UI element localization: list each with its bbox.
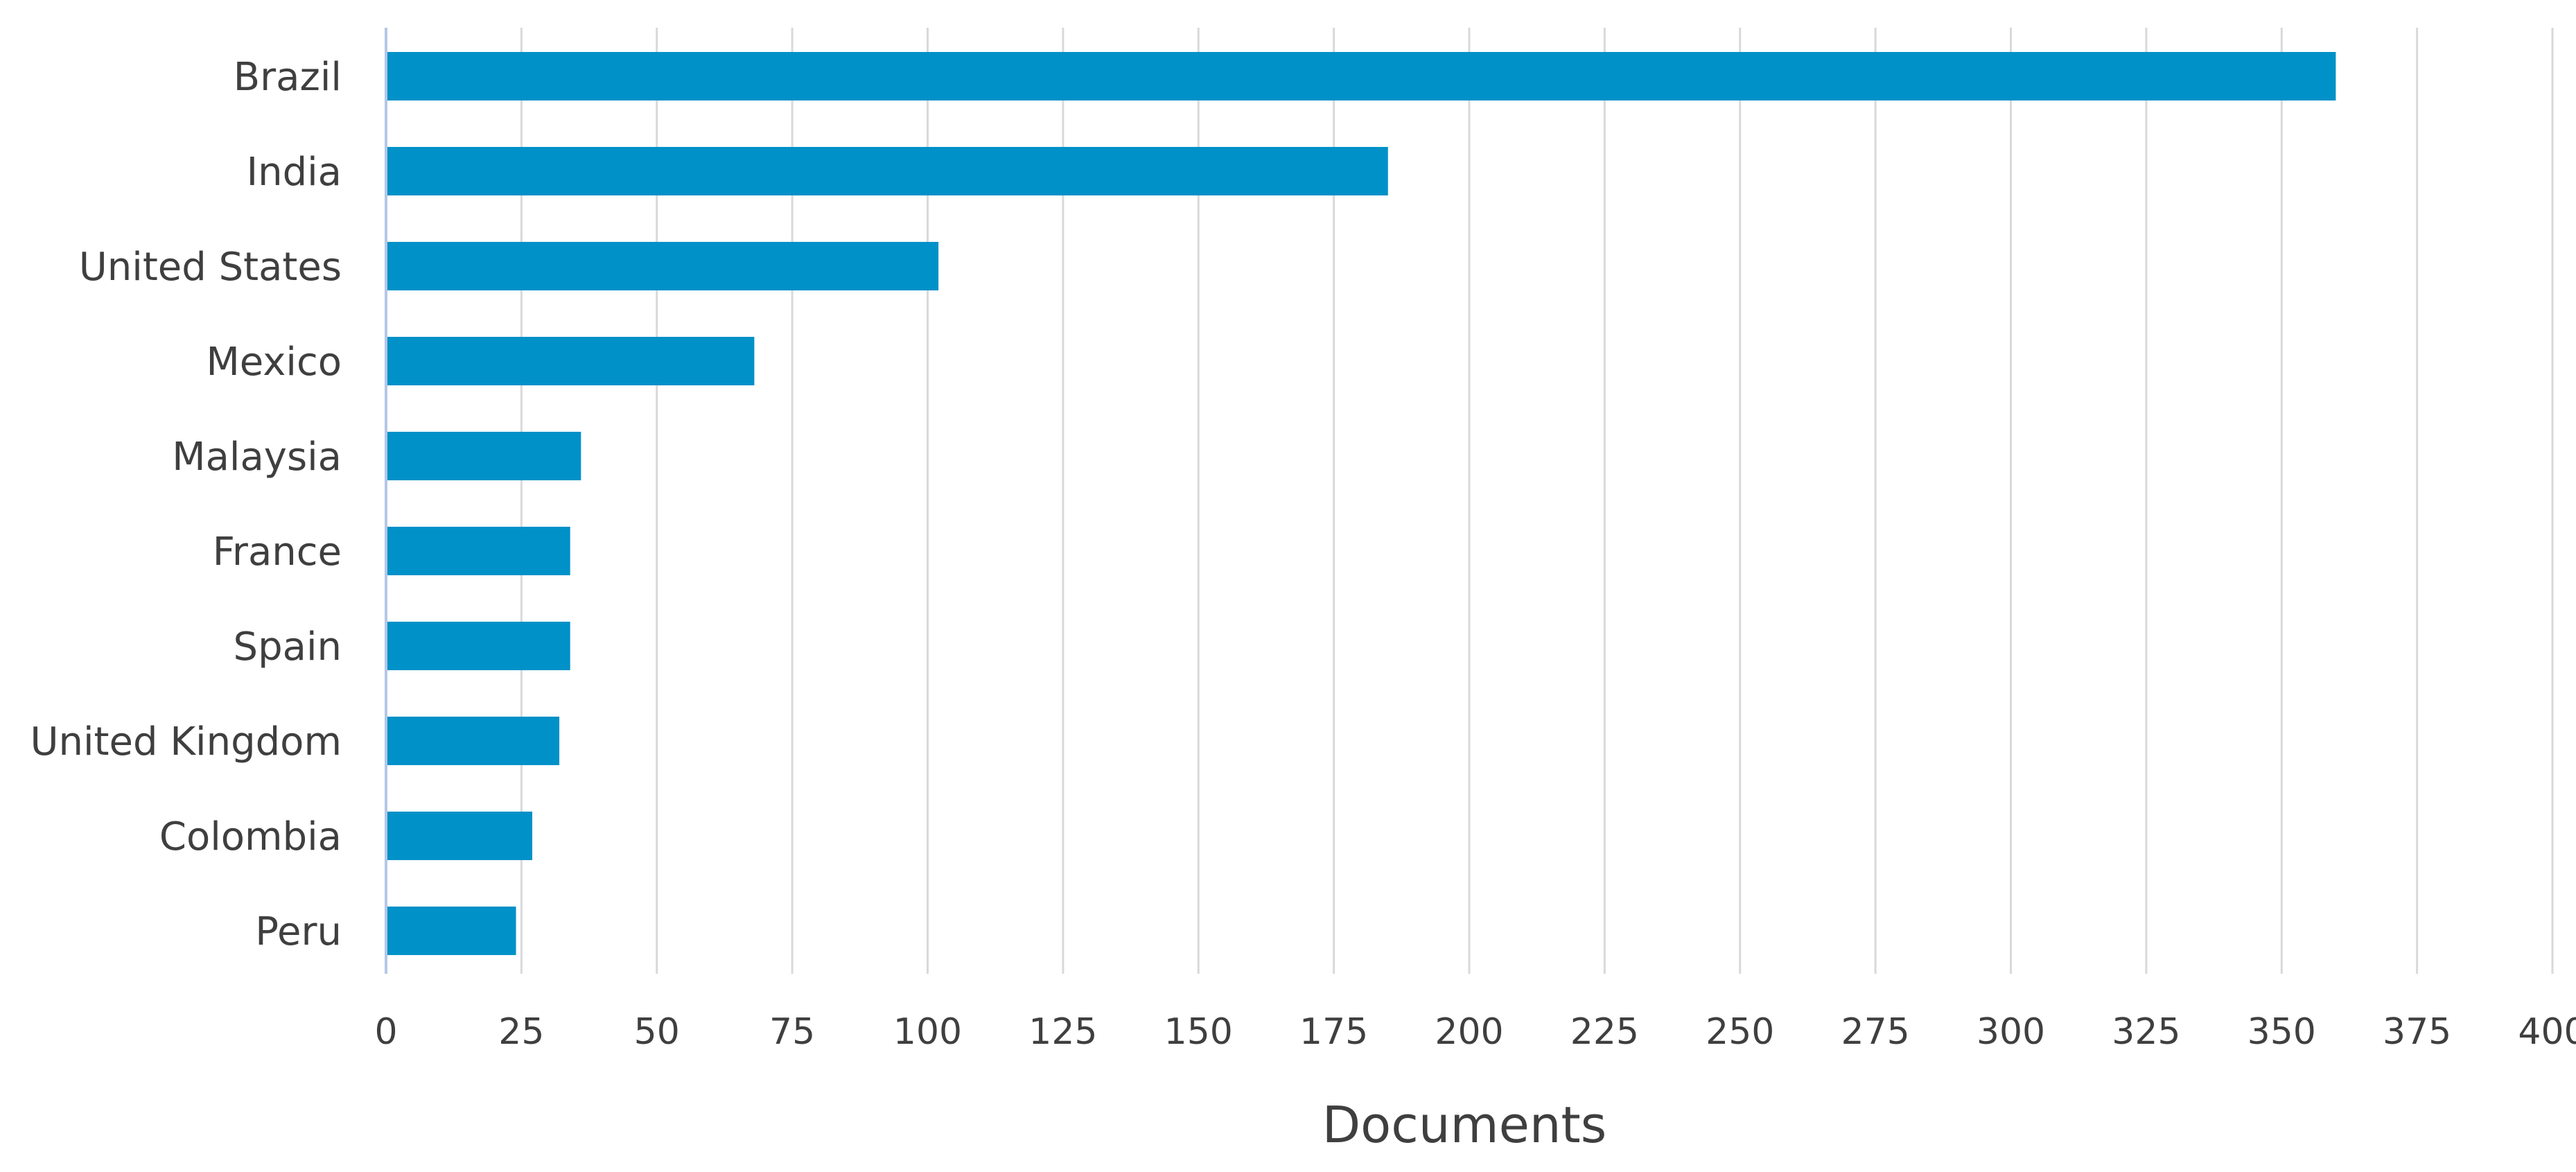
- category-label: Peru: [255, 909, 342, 954]
- x-tick-label: 350: [2248, 1011, 2316, 1053]
- x-tick-label: 275: [1841, 1011, 1909, 1053]
- bar-france: [386, 527, 570, 575]
- x-tick-label: 150: [1164, 1011, 1233, 1053]
- x-axis-title: Documents: [1322, 1096, 1607, 1154]
- bar-malaysia: [386, 432, 581, 480]
- category-label: United Kingdom: [30, 719, 342, 764]
- category-label: Colombia: [159, 814, 342, 859]
- x-tick-label: 300: [1977, 1011, 2045, 1053]
- bar-india: [386, 147, 1388, 195]
- x-tick-label: 200: [1435, 1011, 1503, 1053]
- category-label: Brazil: [234, 55, 342, 100]
- bar-peru: [386, 907, 516, 955]
- x-tick-label: 100: [893, 1011, 962, 1053]
- category-label: Spain: [234, 624, 342, 670]
- bar-mexico: [386, 337, 755, 385]
- bar-brazil: [386, 52, 2336, 100]
- x-tick-label: 25: [498, 1011, 544, 1053]
- category-label: France: [213, 530, 342, 575]
- x-tick-label: 400: [2518, 1011, 2576, 1053]
- category-labels: Brazil India United States Mexico Malaysia Fr…: [30, 55, 342, 954]
- bar-colombia: [386, 812, 533, 860]
- bar-united-kingdom: [386, 717, 560, 765]
- category-label: Mexico: [206, 340, 342, 385]
- x-tick-labels: 0 25 50 75 100 125 150 175 200 225 250 275 300 325 350…: [374, 1011, 2576, 1053]
- x-tick-label: 75: [769, 1011, 815, 1053]
- x-tick-label: 375: [2383, 1011, 2451, 1053]
- x-tick-label: 125: [1028, 1011, 1097, 1053]
- x-tick-label: 325: [2112, 1011, 2180, 1053]
- category-label: Malaysia: [172, 435, 342, 480]
- bar-united-states: [386, 242, 939, 290]
- x-tick-label: 50: [634, 1011, 680, 1053]
- bar-spain: [386, 622, 570, 670]
- x-tick-label: 0: [374, 1011, 397, 1053]
- category-label: India: [247, 150, 342, 195]
- category-label: United States: [79, 245, 342, 290]
- x-tick-label: 250: [1706, 1011, 1774, 1053]
- x-tick-label: 175: [1299, 1011, 1368, 1053]
- bars: [386, 52, 2336, 955]
- x-tick-label: 225: [1570, 1011, 1639, 1053]
